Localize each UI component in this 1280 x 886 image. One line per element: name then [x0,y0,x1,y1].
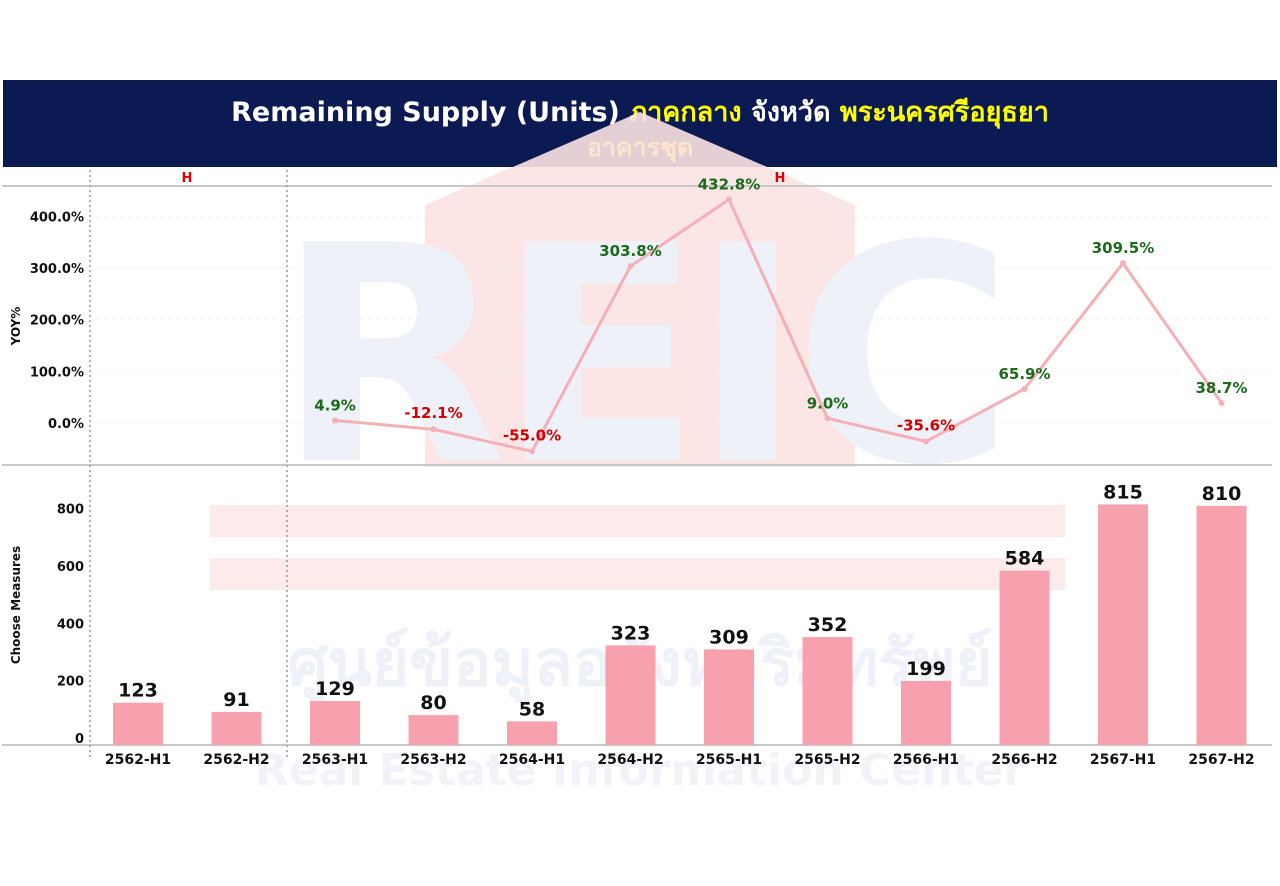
bar-value-label: 129 [315,678,355,700]
bar [605,645,656,745]
x-tick-label: 2566-H2 [991,752,1057,768]
yoy-point [332,417,338,424]
bar [1196,505,1247,745]
yoy-value-label: -35.6% [897,416,955,434]
bar [901,680,951,745]
x-tick-label: 2564-H2 [597,752,663,768]
chart-title: Remaining Supply (Units) ภาคกลาง จังหวัด… [3,90,1277,133]
x-tick-label: 2564-H1 [499,752,565,768]
bar-value-label: 80 [420,692,446,714]
bar [211,711,262,745]
bar-y-tick-label: 400 [57,617,84,632]
x-tick-label: 2562-H1 [105,752,171,768]
x-tick-label: 2562-H2 [203,752,269,768]
bar [802,637,853,745]
x-tick-label: 2565-H1 [696,752,762,768]
bar-value-label: 584 [1005,548,1045,570]
bar-value-label: 815 [1103,481,1143,503]
yoy-value-label: 38.7% [1195,379,1247,397]
line-y-ticks: 0.0% 100.0% 200.0% 300.0% 400.0% [30,210,84,432]
yoy-value-label: 4.9% [314,396,356,414]
x-tick-label: 2567-H2 [1188,752,1254,768]
bar [310,701,360,745]
bar [113,702,163,745]
bar [1098,504,1148,745]
bar-y-ticks: 0 200 400 600 800 [57,503,84,747]
yoy-value-label: 65.9% [998,365,1050,383]
yoy-point [824,415,831,422]
reic-watermark: REIC ศูนย์ข้อมูลอสังหาริมทรัพย์ Real Est… [210,112,1065,796]
bar-value-label: 91 [223,689,249,711]
bar [704,649,754,745]
watermark-english-text: Real Estate Information Center [255,745,1026,796]
yoy-point [726,196,732,203]
bar [408,715,459,745]
yoy-point [923,438,929,445]
yoy-line [334,197,1223,453]
title-province: พระนครศรีอยุธยา [839,97,1049,128]
bar-y-tick-label: 600 [57,560,84,575]
group-label-h-1: H [182,171,193,186]
yoy-value-label: 303.8% [599,242,661,260]
line-gridlines [92,215,1270,424]
bar-value-label: 58 [519,698,545,720]
x-tick-label: 2566-H1 [893,752,959,768]
group-label-h-2: H [775,171,786,186]
bar-value-label: 309 [709,626,749,648]
watermark-logo-text: REIC [276,182,1004,531]
x-tick-label: 2563-H1 [302,752,368,768]
bar-value-label: 323 [611,622,651,644]
yoy-value-label: 9.0% [807,394,849,412]
yoy-data-labels: 4.9% -12.1% -55.0% 303.8% 432.8% 9.0% -35.6% 65… [314,175,1247,444]
line-y-tick-label: 300.0% [30,262,84,277]
bar [507,721,557,745]
bar-value-label: 123 [118,680,158,702]
line-y-axis-title: YOY% [9,307,23,347]
yoy-value-label: -55.0% [503,426,561,444]
yoy-point [627,263,634,270]
bar-value-label: 352 [808,614,848,636]
bar-data-labels: 123 91 129 80 58 323 309 352 199 584 815 810 [118,481,1241,720]
bar-value-label: 810 [1202,483,1242,505]
line-y-tick-label: 100.0% [30,365,84,380]
yoy-point [430,426,437,433]
yoy-value-label: -12.1% [404,404,462,422]
bar-y-axis-title: Choose Measures [9,546,23,664]
yoy-point [1218,400,1225,407]
line-y-tick-label: 0.0% [48,417,84,432]
yoy-point [1021,385,1028,392]
bar-series [113,504,1247,745]
bar [999,570,1050,745]
x-tick-label: 2563-H2 [400,752,466,768]
x-tick-label: 2567-H1 [1090,752,1156,768]
yoy-line-series [332,196,1225,455]
yoy-point [1120,260,1126,267]
yoy-point [529,448,535,455]
line-y-tick-label: 400.0% [30,210,84,225]
title-measure: Remaining Supply (Units) [231,97,620,128]
bar-y-tick-label: 200 [57,675,84,690]
title-province-label: จังหวัด [750,97,831,128]
x-tick-label: 2565-H2 [794,752,860,768]
bar-value-label: 199 [906,658,946,680]
x-axis-ticks: 2562-H1 2562-H2 2563-H1 2563-H2 2564-H1 2564-… [105,752,1255,768]
yoy-value-label: 432.8% [698,175,760,193]
bar-y-tick-label: 0 [75,732,84,747]
yoy-value-label: 309.5% [1092,239,1154,257]
chart-header: Remaining Supply (Units) ภาคกลาง จังหวัด… [3,80,1277,167]
line-y-tick-label: 200.0% [30,314,84,329]
bar-y-tick-label: 800 [57,503,84,518]
